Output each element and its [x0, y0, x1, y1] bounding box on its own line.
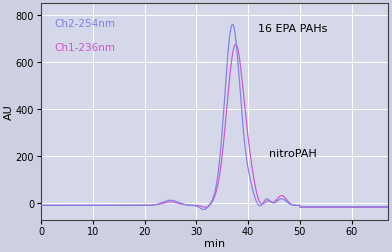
Text: nitroPAH: nitroPAH	[269, 148, 316, 159]
Text: 16 EPA PAHs: 16 EPA PAHs	[258, 24, 328, 34]
Y-axis label: AU: AU	[4, 104, 14, 120]
Text: Ch2-254nm: Ch2-254nm	[55, 19, 116, 29]
Text: Ch1-236nm: Ch1-236nm	[55, 43, 116, 53]
X-axis label: min: min	[204, 238, 225, 248]
